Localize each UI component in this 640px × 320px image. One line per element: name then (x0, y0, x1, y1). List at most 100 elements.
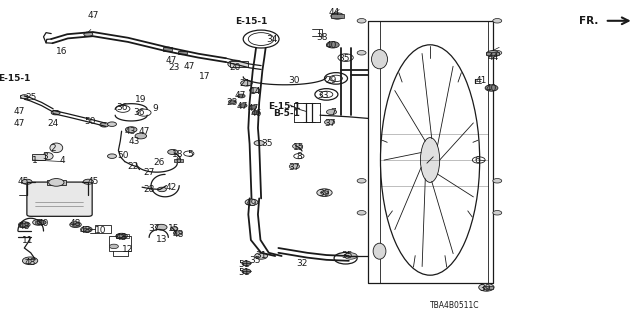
Text: 48: 48 (79, 226, 91, 235)
Bar (331, 14, 344, 18)
Circle shape (117, 234, 124, 237)
Circle shape (228, 100, 236, 104)
Text: 30: 30 (289, 76, 300, 85)
Bar (20, 95, 27, 98)
Circle shape (51, 110, 60, 115)
Circle shape (83, 179, 93, 184)
Circle shape (156, 224, 167, 230)
Circle shape (173, 231, 182, 235)
Text: 47: 47 (234, 92, 246, 100)
Bar (368, 21, 493, 283)
Text: 47: 47 (247, 104, 259, 113)
Circle shape (241, 80, 252, 86)
Text: 9: 9 (153, 104, 158, 113)
Text: 2: 2 (51, 144, 56, 153)
Bar (47, 180, 66, 185)
Bar (174, 159, 183, 162)
Text: 21: 21 (239, 79, 251, 88)
Text: E-15-1: E-15-1 (269, 102, 301, 111)
Text: 47: 47 (138, 127, 150, 136)
Text: 46: 46 (250, 109, 262, 118)
Circle shape (357, 211, 366, 215)
Circle shape (252, 111, 260, 115)
Circle shape (179, 51, 186, 55)
Circle shape (242, 269, 251, 274)
Text: 43: 43 (129, 137, 140, 146)
Text: 18: 18 (172, 150, 184, 159)
Text: 19: 19 (135, 95, 147, 104)
Text: 26: 26 (153, 158, 164, 167)
Text: 47: 47 (236, 102, 248, 111)
Ellipse shape (373, 243, 386, 259)
Circle shape (479, 284, 494, 291)
Text: FR.: FR. (579, 16, 598, 27)
Text: 1: 1 (33, 156, 38, 165)
Circle shape (168, 149, 178, 155)
Text: E-15-1: E-15-1 (0, 74, 30, 83)
Circle shape (357, 19, 366, 23)
Ellipse shape (43, 153, 53, 160)
Bar (35, 221, 42, 224)
Circle shape (22, 179, 32, 184)
Text: 48: 48 (69, 219, 81, 228)
Bar (116, 234, 129, 238)
Text: 35: 35 (262, 140, 273, 148)
Circle shape (250, 88, 260, 93)
Text: 11: 11 (22, 236, 33, 245)
Circle shape (228, 60, 243, 68)
Bar (83, 228, 90, 231)
Circle shape (493, 19, 502, 23)
Ellipse shape (50, 143, 63, 153)
Text: 23: 23 (226, 98, 237, 107)
Text: 36: 36 (116, 103, 127, 112)
Text: 39: 39 (479, 284, 491, 293)
Circle shape (22, 257, 38, 265)
Text: 49: 49 (246, 199, 257, 208)
Circle shape (125, 127, 137, 132)
Text: 44: 44 (328, 8, 340, 17)
Ellipse shape (371, 50, 388, 69)
Circle shape (70, 222, 81, 228)
Bar (230, 61, 248, 67)
Circle shape (344, 253, 357, 259)
Circle shape (357, 179, 366, 183)
Text: 48: 48 (172, 230, 184, 239)
Ellipse shape (420, 138, 440, 182)
Text: 25: 25 (25, 93, 36, 102)
Circle shape (239, 104, 247, 108)
Text: 36: 36 (134, 108, 145, 117)
Text: 28: 28 (143, 185, 155, 194)
Text: 31: 31 (255, 252, 267, 260)
Circle shape (170, 227, 178, 231)
Text: 6: 6 (474, 156, 479, 165)
Text: 33: 33 (317, 91, 329, 100)
Circle shape (486, 51, 499, 57)
Text: 37: 37 (148, 224, 159, 233)
Circle shape (326, 42, 339, 48)
Circle shape (249, 105, 257, 109)
Circle shape (321, 191, 328, 195)
Bar (319, 29, 322, 36)
Text: 15: 15 (168, 224, 180, 233)
Bar (118, 235, 125, 237)
Bar (109, 236, 131, 251)
Text: 4: 4 (60, 156, 65, 165)
Text: 22: 22 (127, 162, 139, 171)
Circle shape (108, 154, 116, 158)
Circle shape (135, 133, 147, 139)
Bar (486, 52, 499, 55)
Circle shape (292, 144, 303, 149)
Text: 51: 51 (239, 268, 250, 277)
Circle shape (493, 51, 502, 55)
Circle shape (237, 94, 245, 98)
Text: 35: 35 (341, 252, 353, 260)
Text: 20: 20 (230, 63, 241, 72)
Circle shape (49, 179, 64, 186)
Text: 45: 45 (87, 177, 99, 186)
Text: 27: 27 (143, 168, 155, 177)
Bar (483, 286, 493, 289)
Bar (178, 51, 187, 54)
Text: 7: 7 (330, 108, 335, 117)
Text: 14: 14 (250, 87, 262, 96)
Text: 3: 3 (42, 152, 47, 161)
